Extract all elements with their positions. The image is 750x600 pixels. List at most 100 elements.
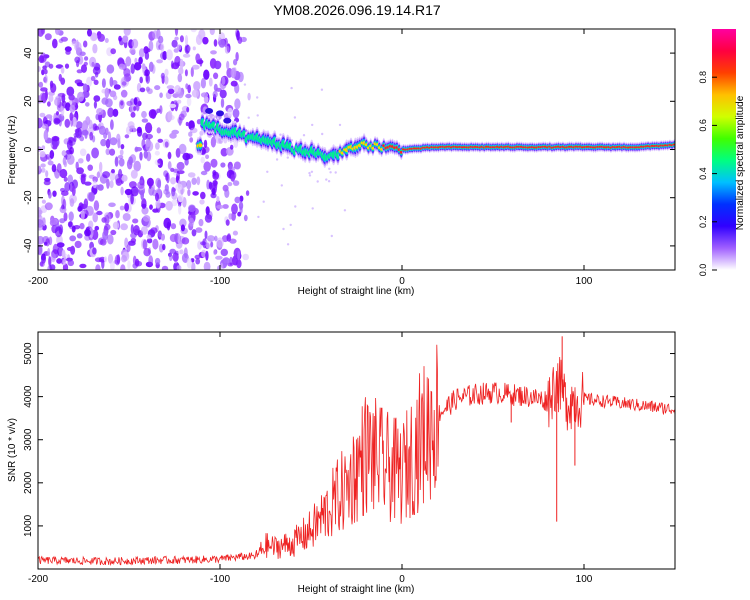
noise-blob xyxy=(100,138,107,147)
noise-blob xyxy=(232,180,240,186)
noise-blob xyxy=(133,62,142,71)
noise-blob xyxy=(203,261,211,270)
noise-blob xyxy=(102,171,110,179)
noise-blob xyxy=(86,153,91,162)
noise-blob xyxy=(181,237,190,245)
colorbar-gradient xyxy=(712,29,736,270)
noise-blob xyxy=(48,191,52,199)
noise-blob xyxy=(78,158,84,164)
noise-blob xyxy=(200,92,209,98)
noise-blob xyxy=(154,150,160,156)
colorbar-label: Normalized spectral amplitude xyxy=(735,95,746,230)
noise-blob xyxy=(56,163,62,173)
noise-dot xyxy=(334,171,337,174)
noise-blob xyxy=(89,56,97,68)
noise-blob xyxy=(38,65,41,73)
noise-blob xyxy=(120,223,128,231)
noise-blob xyxy=(220,162,226,168)
noise-dot xyxy=(325,178,328,181)
noise-blob xyxy=(170,223,177,230)
noise-blob xyxy=(216,237,224,248)
noise-blob xyxy=(44,177,51,182)
noise-blob xyxy=(146,177,154,187)
noise-blob xyxy=(185,93,192,99)
noise-blob xyxy=(215,255,223,260)
noise-blob xyxy=(193,81,201,91)
noise-blob xyxy=(50,252,57,263)
noise-blob xyxy=(121,255,127,263)
noise-dot xyxy=(256,96,259,99)
noise-blob xyxy=(195,34,203,46)
noise-blob xyxy=(175,91,179,98)
noise-blob xyxy=(173,233,179,242)
noise-blob xyxy=(130,193,134,205)
noise-blob xyxy=(111,80,118,86)
noise-blob xyxy=(170,167,175,172)
noise-blob xyxy=(74,240,82,249)
noise-blob xyxy=(109,180,114,189)
noise-blob xyxy=(167,161,172,170)
noise-blob xyxy=(60,36,68,42)
noise-blob xyxy=(62,258,67,266)
noise-blob xyxy=(48,256,52,267)
noise-blob xyxy=(162,243,166,251)
noise-blob xyxy=(52,38,58,49)
noise-blob xyxy=(177,194,184,203)
noise-blob xyxy=(146,238,153,244)
noise-blob xyxy=(176,265,182,270)
y-tick-label: -40 xyxy=(23,238,34,253)
noise-blob xyxy=(65,49,71,55)
noise-blob xyxy=(133,225,140,236)
noise-dot xyxy=(256,114,259,117)
noise-blob xyxy=(184,35,189,46)
noise-blob xyxy=(56,111,59,116)
noise-blob xyxy=(152,238,159,250)
noise-dot xyxy=(308,171,311,175)
noise-blob xyxy=(166,221,171,231)
spectrogram-xlabel: Height of straight line (km) xyxy=(298,286,415,297)
y-tick-label: 40 xyxy=(23,47,34,59)
noise-blob xyxy=(84,229,91,237)
noise-blob xyxy=(79,51,86,57)
noise-dot xyxy=(302,134,306,137)
noise-blob xyxy=(130,224,134,235)
noise-blob xyxy=(56,258,62,264)
noise-blob xyxy=(178,143,187,155)
doppler-track-cell xyxy=(205,107,214,114)
noise-blob xyxy=(79,148,87,157)
noise-blob xyxy=(232,108,240,119)
noise-blob xyxy=(73,136,77,142)
noise-blob xyxy=(41,253,46,261)
noise-blob xyxy=(83,198,89,209)
noise-blob xyxy=(106,64,115,74)
noise-blob xyxy=(188,204,196,213)
noise-blob xyxy=(38,55,45,63)
noise-blob xyxy=(189,127,198,134)
noise-blob xyxy=(139,151,143,161)
noise-blob xyxy=(190,29,197,33)
noise-blob xyxy=(60,66,65,74)
noise-blob xyxy=(198,218,204,227)
noise-blob xyxy=(139,179,144,184)
noise-blob xyxy=(162,50,168,61)
noise-blob xyxy=(237,211,242,217)
noise-blob xyxy=(132,218,139,224)
noise-blob xyxy=(222,204,229,209)
noise-blob xyxy=(55,64,64,69)
noise-blob xyxy=(175,183,183,191)
noise-blob xyxy=(171,187,177,192)
noise-dot xyxy=(311,123,314,127)
noise-blob xyxy=(71,185,76,197)
noise-blob xyxy=(182,53,191,58)
noise-blob xyxy=(39,112,46,118)
noise-blob xyxy=(133,160,141,172)
noise-blob xyxy=(165,173,169,181)
colorbar-tick-label: 0.4 xyxy=(698,167,708,180)
noise-blob xyxy=(155,142,160,150)
noise-blob xyxy=(177,73,183,83)
noise-blob xyxy=(200,241,207,246)
noise-blob xyxy=(97,184,104,191)
noise-blob xyxy=(64,118,71,128)
noise-dot xyxy=(293,116,297,119)
noise-dot xyxy=(243,83,247,86)
